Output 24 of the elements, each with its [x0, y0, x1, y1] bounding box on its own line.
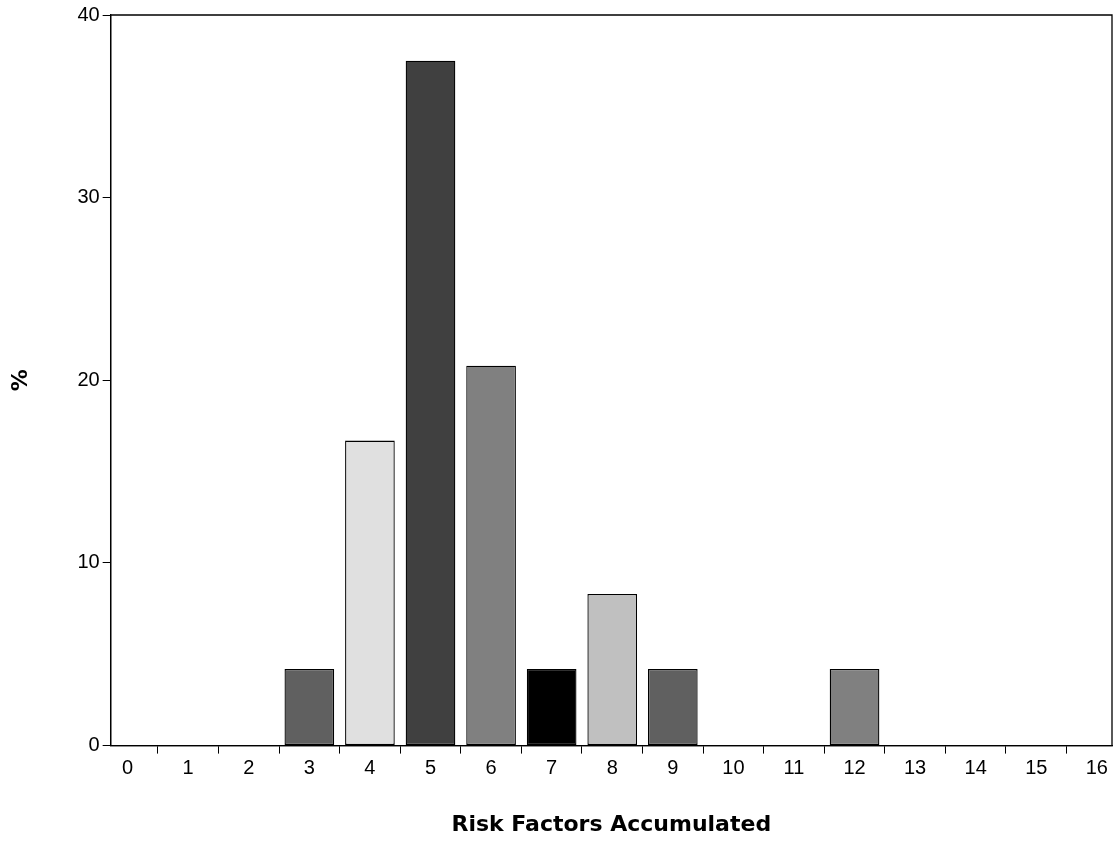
y-tick-label: 0 — [88, 733, 100, 756]
x-tick-label: 0 — [122, 756, 134, 779]
x-tick-label: 9 — [667, 756, 679, 779]
x-tick-label: 16 — [1085, 756, 1108, 779]
x-tick-label: 2 — [243, 756, 255, 779]
x-tick-label: 8 — [606, 756, 618, 779]
y-tick-label: 40 — [77, 2, 100, 25]
x-tick-label: 10 — [722, 756, 745, 779]
y-tick-label: 30 — [77, 185, 100, 208]
y-axis-title: % — [6, 369, 32, 392]
x-tick-label: 3 — [303, 756, 315, 779]
x-tick-label: 7 — [546, 756, 558, 779]
x-tick-label: 13 — [904, 756, 927, 779]
x-tick-label: 5 — [424, 756, 437, 779]
x-tick-label: 6 — [485, 756, 497, 779]
x-tick-label: 11 — [783, 756, 805, 779]
x-axis-title: Risk Factors Accumulated — [451, 810, 772, 836]
x-tick-label: 1 — [182, 756, 194, 779]
x-tick-label: 12 — [843, 756, 866, 779]
y-tick-label: 20 — [77, 367, 100, 390]
x-tick-label: 15 — [1025, 756, 1048, 779]
x-tick-label: 4 — [364, 756, 376, 779]
x-tick-label: 14 — [964, 756, 987, 779]
y-tick-label: 10 — [77, 550, 100, 573]
